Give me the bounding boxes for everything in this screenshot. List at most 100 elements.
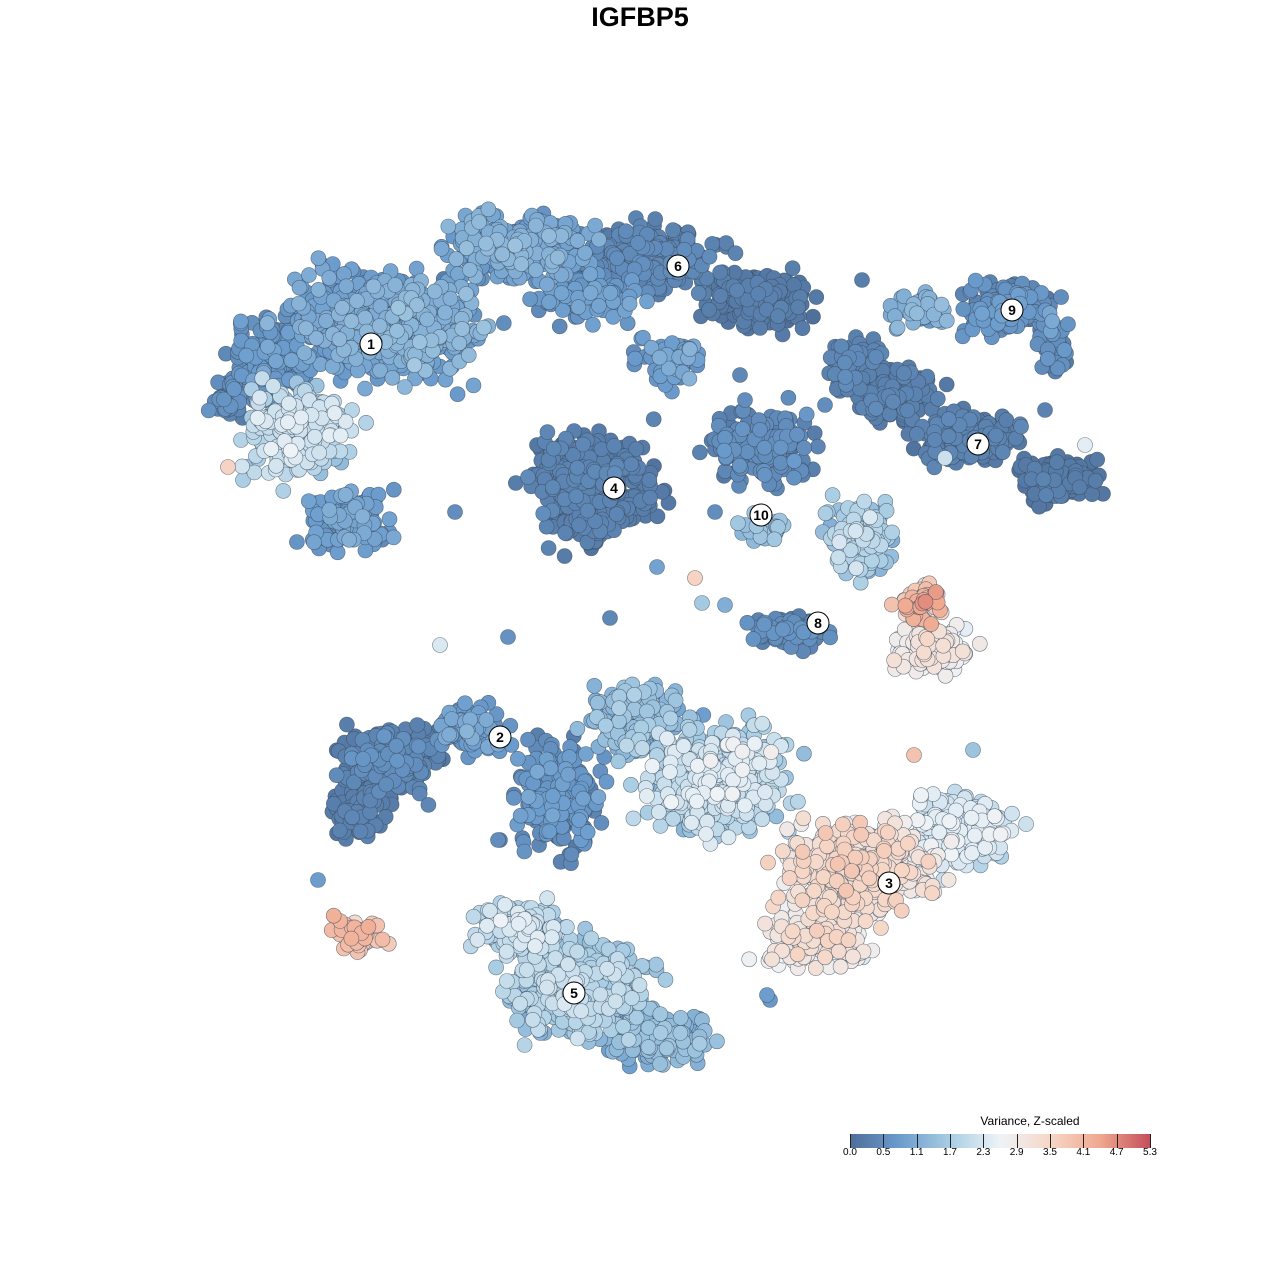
data-point xyxy=(701,248,718,265)
data-point xyxy=(563,846,580,863)
data-point xyxy=(494,246,511,263)
data-point xyxy=(1038,487,1054,504)
data-point xyxy=(908,305,925,322)
data-point xyxy=(575,790,591,807)
data-point xyxy=(443,711,460,727)
data-point xyxy=(334,299,351,316)
data-point xyxy=(426,283,443,300)
data-point xyxy=(569,720,586,737)
data-point xyxy=(420,797,437,813)
data-point xyxy=(529,763,546,780)
data-point xyxy=(1089,451,1105,468)
data-point xyxy=(471,214,487,230)
data-point xyxy=(527,262,544,278)
data-point xyxy=(365,278,382,295)
data-point xyxy=(593,815,610,831)
data-point xyxy=(780,389,797,406)
data-point xyxy=(465,377,482,394)
data-point xyxy=(774,621,791,638)
data-point xyxy=(868,400,884,417)
data-point xyxy=(310,281,327,298)
data-point xyxy=(535,505,552,522)
data-point xyxy=(389,752,406,769)
data-point xyxy=(300,493,317,510)
data-point xyxy=(817,397,833,413)
data-point xyxy=(608,506,625,523)
data-point xyxy=(538,518,555,535)
data-point xyxy=(540,540,557,556)
data-point xyxy=(938,312,955,329)
data-point xyxy=(226,381,242,397)
data-point xyxy=(433,241,450,257)
data-point xyxy=(200,402,217,419)
data-point xyxy=(756,466,773,483)
data-point xyxy=(786,453,803,469)
data-point xyxy=(571,517,587,533)
data-point xyxy=(618,223,634,239)
data-point xyxy=(1053,289,1069,305)
data-point xyxy=(458,286,475,302)
data-point xyxy=(796,745,812,762)
data-point xyxy=(731,457,748,474)
data-point xyxy=(579,502,596,519)
data-point xyxy=(544,807,561,824)
data-point xyxy=(737,392,753,408)
data-point xyxy=(772,439,789,456)
data-point xyxy=(520,469,536,485)
data-point xyxy=(384,369,401,386)
data-point xyxy=(291,279,308,296)
data-point xyxy=(283,352,300,369)
points-layer xyxy=(200,201,1111,1075)
data-point xyxy=(628,441,645,457)
data-point xyxy=(457,695,473,712)
data-point xyxy=(712,264,728,281)
data-point xyxy=(296,345,313,361)
data-point xyxy=(717,597,733,613)
data-point xyxy=(409,717,426,733)
data-point xyxy=(623,456,640,473)
chart-title: IGFBP5 xyxy=(591,2,689,32)
data-point xyxy=(328,767,345,784)
data-point xyxy=(589,694,606,711)
data-point xyxy=(306,534,322,551)
data-point xyxy=(387,277,404,293)
data-point xyxy=(344,809,361,826)
data-point xyxy=(727,245,744,261)
data-point xyxy=(1044,313,1060,330)
data-point xyxy=(786,469,802,486)
data-point xyxy=(712,287,729,304)
data-point xyxy=(734,421,751,437)
data-point xyxy=(926,432,943,448)
data-point xyxy=(500,629,516,645)
data-point xyxy=(759,987,775,1003)
data-point xyxy=(591,231,607,248)
data-point xyxy=(259,338,276,355)
data-point xyxy=(376,728,393,745)
data-point xyxy=(556,548,573,564)
data-point xyxy=(582,266,599,283)
data-point xyxy=(437,304,453,321)
data-point xyxy=(341,531,358,548)
data-point xyxy=(289,534,305,550)
data-point xyxy=(553,285,570,301)
data-point xyxy=(798,406,815,423)
data-point xyxy=(505,790,522,806)
data-point xyxy=(933,296,950,313)
data-point xyxy=(627,350,643,367)
data-point xyxy=(805,308,821,325)
data-point xyxy=(988,427,1004,444)
data-point xyxy=(268,353,284,370)
data-point xyxy=(551,318,568,335)
data-point xyxy=(357,310,373,326)
data-point xyxy=(909,426,925,442)
data-point xyxy=(389,322,405,339)
data-point xyxy=(458,723,475,740)
data-point xyxy=(752,421,768,438)
data-point xyxy=(652,1056,668,1072)
data-point xyxy=(585,316,601,333)
data-point xyxy=(1037,402,1053,418)
data-point xyxy=(796,440,812,456)
data-point xyxy=(451,335,468,352)
data-point xyxy=(586,677,603,694)
